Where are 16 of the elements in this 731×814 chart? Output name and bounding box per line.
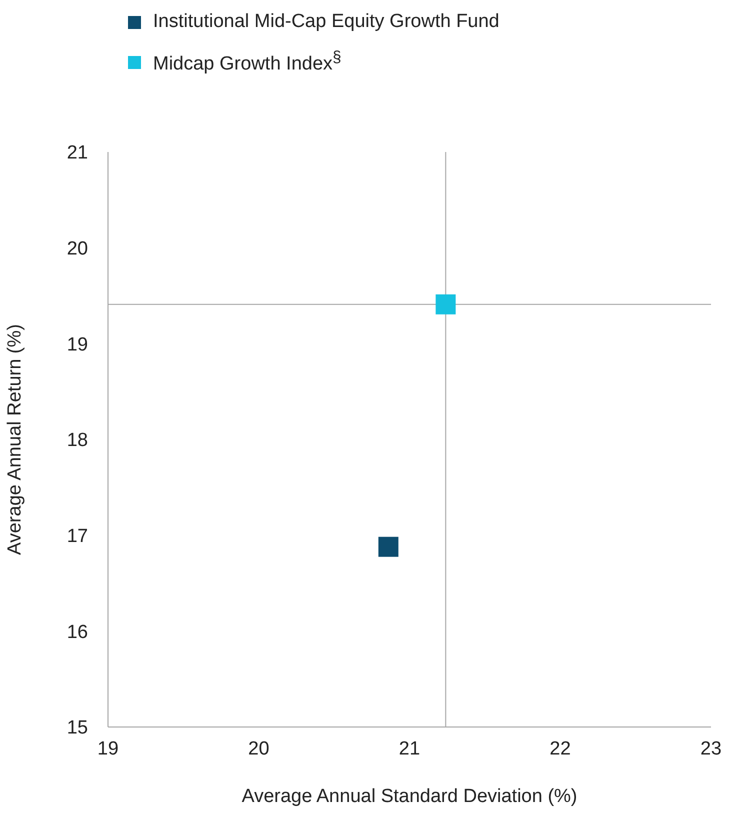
y-axis-title: Average Annual Return (%) (4, 324, 26, 555)
y-tick-label: 20 (66, 238, 88, 260)
x-tick-label: 19 (97, 738, 119, 760)
legend-label: Institutional Mid-Cap Equity Growth Fund (153, 11, 500, 33)
y-tick-label: 19 (66, 334, 88, 356)
y-tick-label: 15 (66, 718, 88, 739)
legend-label: Midcap Growth Index$^{§}$ (153, 48, 342, 76)
y-tick-label: 16 (66, 622, 88, 643)
x-axis-title: Average Annual Standard Deviation (%) (242, 786, 578, 807)
y-tick-label: 18 (66, 430, 88, 452)
x-tick-label: 22 (550, 738, 571, 760)
y-tick-label: 17 (66, 526, 88, 548)
x-tick-label: 21 (398, 738, 420, 760)
y-tick-label: 21 (66, 142, 88, 164)
x-tick-label: 23 (700, 738, 722, 760)
x-tick-label: 20 (248, 738, 270, 760)
